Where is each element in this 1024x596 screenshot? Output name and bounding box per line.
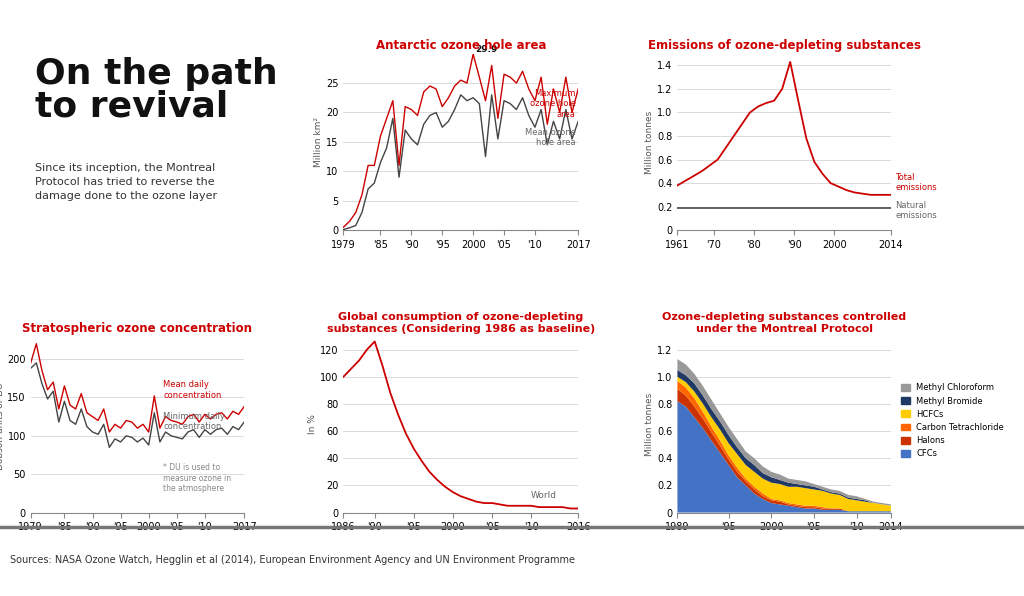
Text: Mean ozone
hole area: Mean ozone hole area — [525, 128, 575, 147]
Y-axis label: Million tonnes: Million tonnes — [645, 110, 654, 173]
Text: On the path
to revival: On the path to revival — [35, 57, 278, 123]
Text: Since its inception, the Montreal
Protocol has tried to reverse the
damage done : Since its inception, the Montreal Protoc… — [35, 163, 217, 201]
Text: Total
emissions: Total emissions — [895, 173, 937, 192]
Title: Global consumption of ozone-depleting
substances (Considering 1986 as baseline): Global consumption of ozone-depleting su… — [327, 312, 595, 334]
Y-axis label: Million tonnes: Million tonnes — [645, 393, 654, 456]
Text: Natural
emissions: Natural emissions — [895, 201, 937, 221]
Text: Mean daily
concentration: Mean daily concentration — [163, 380, 221, 399]
Text: Maximum
ozone hole
area: Maximum ozone hole area — [529, 89, 575, 119]
Title: Antarctic ozone hole area: Antarctic ozone hole area — [376, 39, 546, 52]
Legend: Methyl Chloroform, Methyl Bromide, HCFCs, Carbon Tetrachloride, Halons, CFCs: Methyl Chloroform, Methyl Bromide, HCFCs… — [901, 383, 1005, 458]
Text: Minimum daily
concentration: Minimum daily concentration — [163, 412, 225, 432]
Text: 29.9: 29.9 — [475, 45, 498, 54]
Title: Emissions of ozone-depleting substances: Emissions of ozone-depleting substances — [647, 39, 921, 52]
Y-axis label: Dobson units or DU*: Dobson units or DU* — [0, 378, 4, 470]
Text: Sources: NASA Ozone Watch, Hegglin et al (2014), European Environment Agency and: Sources: NASA Ozone Watch, Hegglin et al… — [10, 555, 575, 565]
Text: * DU is used to
measure ozone in
the atmosphere: * DU is used to measure ozone in the atm… — [163, 463, 231, 493]
Y-axis label: Million km²: Million km² — [314, 117, 324, 167]
Title: Stratospheric ozone concentration: Stratospheric ozone concentration — [23, 322, 253, 335]
Y-axis label: In %: In % — [308, 414, 317, 434]
Text: World: World — [531, 491, 557, 500]
Title: Ozone-depleting substances controlled
under the Montreal Protocol: Ozone-depleting substances controlled un… — [663, 312, 906, 334]
